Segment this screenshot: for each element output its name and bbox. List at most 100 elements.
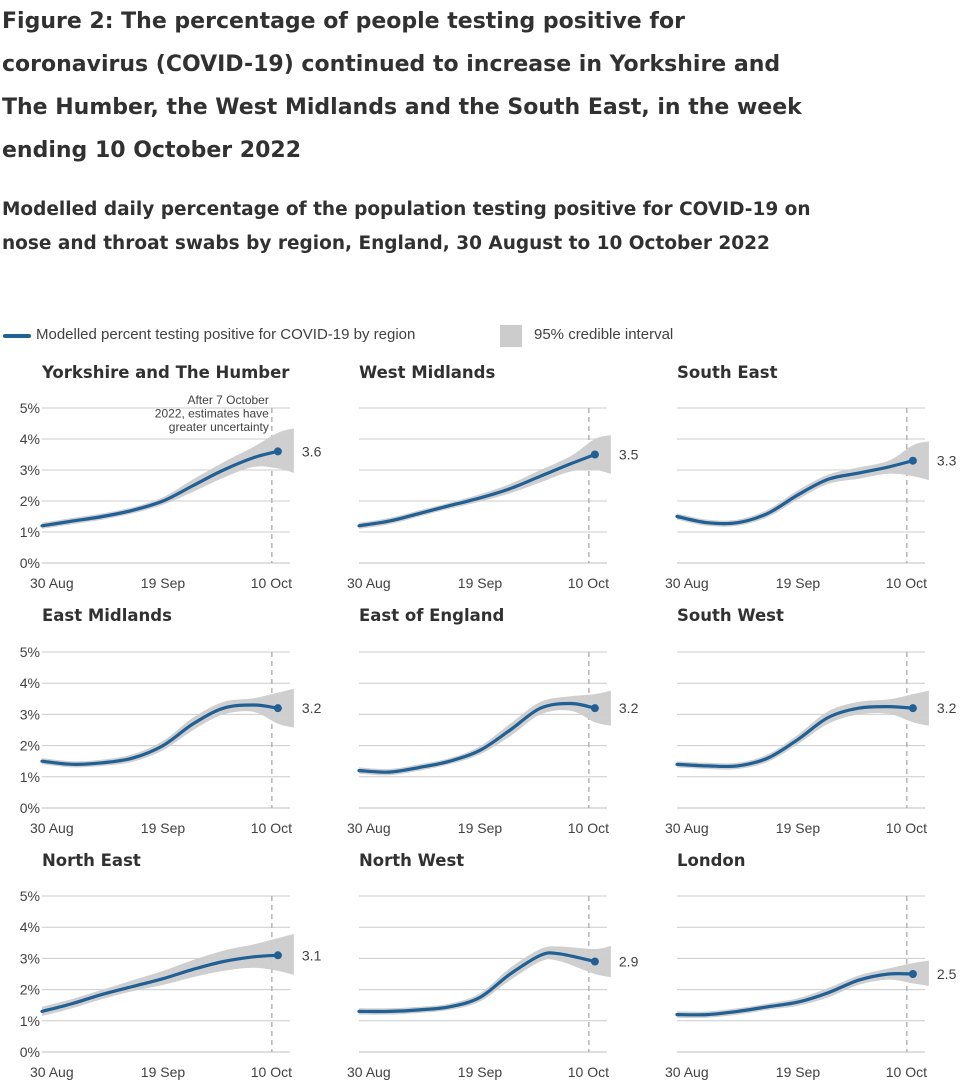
legend-line-label: Modelled percent testing positive for CO… [36,326,416,343]
x-tick-label: 30 Aug [30,1064,74,1080]
x-tick-label: 30 Aug [30,820,74,836]
panel-east-midlands: 0% 1% 2% 3% 4% 5% 30 Aug 19 Sep 10 Oct 3.2 East Mi… [20,606,322,836]
y-tick-label: 0% [20,1044,40,1060]
x-tick-label: 19 Sep [776,820,821,836]
end-value-label: 3.3 [937,453,957,469]
y-tick-label: 1% [20,1013,40,1029]
panel-north-west: 30 Aug 19 Sep 10 Oct 2.9 North West [347,851,639,1080]
end-point-marker [273,704,282,713]
end-point-marker [273,951,282,960]
x-tick-label: 10 Oct [568,820,609,836]
x-tick-label: 19 Sep [141,820,186,836]
panel-london: 30 Aug 19 Sep 10 Oct 2.5 London [665,851,957,1080]
panel-title: North West [359,851,464,870]
y-tick-label: 1% [20,769,40,785]
y-tick-label: 5% [20,888,40,904]
credible-interval-band [42,428,294,529]
panel-yorkshire-and-the-humber: 0% 1% 2% 3% 4% 5% 30 Aug 19 Sep 10 Oct 3.6 Yorkshi… [20,363,322,591]
panel-west-midlands: 30 Aug 19 Sep 10 Oct 3.5 West Midlands [347,363,639,591]
chart-title: Figure 2: The percentage of people testi… [2,9,802,163]
x-tick-label: 10 Oct [886,575,927,591]
y-tick-label: 1% [20,524,40,540]
x-tick-label: 10 Oct [251,1064,292,1080]
series-line [40,703,280,766]
panel-title: Yorkshire and The Humber [41,363,290,382]
panel-south-west: 30 Aug 19 Sep 10 Oct 3.2 South West [665,606,957,836]
panel-title: South East [677,363,778,382]
legend-interval-swatch [500,325,522,347]
end-value-label: 3.2 [302,700,322,716]
x-tick-label: 30 Aug [665,1064,709,1080]
x-tick-label: 19 Sep [458,1064,503,1080]
x-tick-label: 19 Sep [458,820,503,836]
x-tick-label: 10 Oct [568,1064,609,1080]
credible-interval-band [42,934,294,1017]
x-tick-label: 19 Sep [141,1064,186,1080]
x-tick-label: 30 Aug [347,820,391,836]
y-tick-label: 2% [20,738,40,754]
end-value-label: 2.9 [619,954,639,970]
panel-north-east: 0% 1% 2% 3% 4% 5% 30 Aug 19 Sep 10 Oct 3.1 North E… [20,851,322,1080]
credible-interval-band [42,688,294,768]
credible-interval-band [359,435,611,529]
y-tick-label: 3% [20,462,40,478]
end-point-marker [908,456,917,465]
legend-interval-label: 95% credible interval [534,326,674,343]
y-tick-label: 2% [20,982,40,998]
end-point-marker [590,704,599,713]
x-tick-label: 30 Aug [30,575,74,591]
credible-interval-band [677,690,929,770]
y-tick-label: 5% [20,644,40,660]
series-line [40,449,280,528]
series-line [675,971,915,1017]
end-point-marker [908,970,917,978]
end-value-label: 2.5 [937,966,957,982]
y-tick-label: 0% [20,800,40,816]
panel-title: East Midlands [42,606,172,625]
end-point-marker [590,450,599,459]
panel-title: West Midlands [359,363,495,382]
end-value-label: 3.2 [937,700,957,716]
x-tick-label: 10 Oct [886,820,927,836]
x-tick-label: 19 Sep [458,575,503,591]
panel-south-east: 30 Aug 19 Sep 10 Oct 3.3 South East [665,363,957,591]
x-tick-label: 30 Aug [347,575,391,591]
series-line [40,953,280,1013]
panel-east-of-england: 30 Aug 19 Sep 10 Oct 3.2 East of England [347,606,639,836]
end-value-label: 3.2 [619,700,639,716]
x-tick-label: 10 Oct [568,575,609,591]
credible-interval-band [677,960,929,1018]
x-tick-label: 10 Oct [251,575,292,591]
y-tick-label: 4% [20,431,40,447]
chart-subtitle: Modelled daily percentage of the populat… [2,199,811,254]
series-line [675,704,915,769]
end-value-label: 3.5 [619,447,639,463]
panel-title: London [677,851,746,870]
end-point-marker [590,957,599,966]
series-line [357,452,597,528]
x-tick-label: 10 Oct [251,820,292,836]
series-line [357,951,597,1014]
legend-line-swatch [3,334,31,338]
y-tick-label: 3% [20,950,40,966]
end-value-label: 3.6 [302,443,322,459]
legend: Modelled percent testing positive for CO… [0,324,962,348]
x-tick-label: 19 Sep [776,575,821,591]
end-value-label: 3.1 [302,947,322,963]
panel-title: South West [677,606,784,625]
y-tick-label: 0% [20,555,40,571]
series-line [675,459,915,526]
y-tick-label: 5% [20,400,40,416]
x-tick-label: 30 Aug [665,575,709,591]
x-tick-label: 30 Aug [665,820,709,836]
y-tick-label: 3% [20,706,40,722]
series-line [357,701,597,774]
x-tick-label: 30 Aug [347,1064,391,1080]
y-tick-label: 4% [20,675,40,691]
panel-title: North East [42,851,141,870]
uncertainty-annotation: After 7 October 2022, estimates have great… [155,393,269,434]
end-point-marker [908,704,917,713]
y-tick-label: 2% [20,493,40,509]
credible-interval-band [359,690,611,776]
